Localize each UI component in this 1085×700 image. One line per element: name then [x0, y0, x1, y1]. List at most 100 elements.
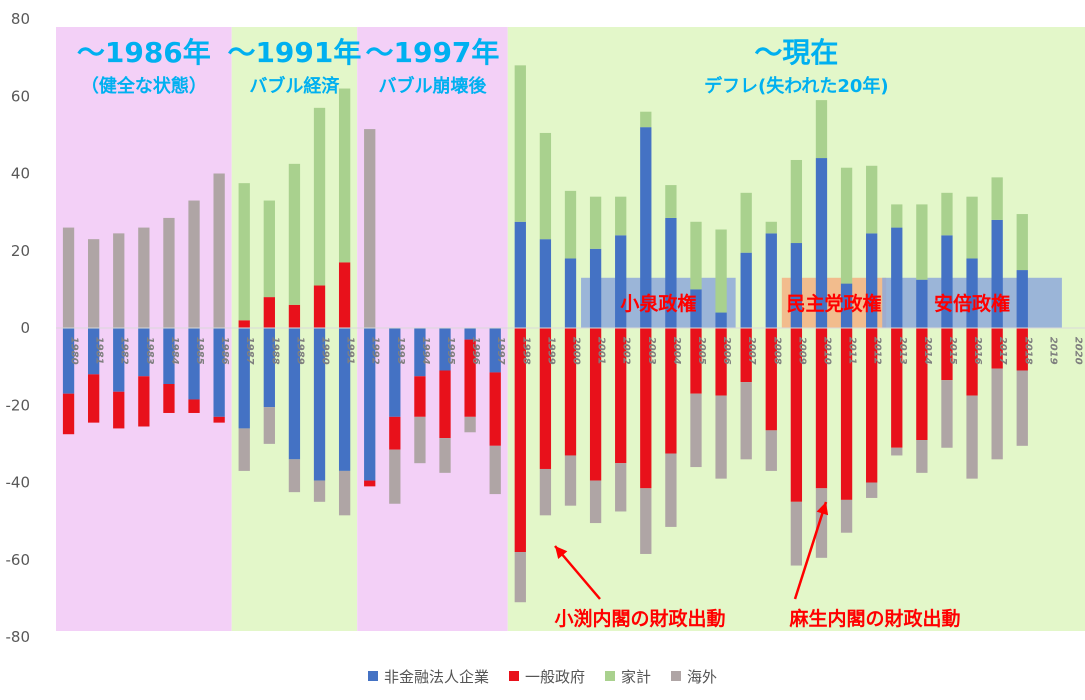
bar-2016-series-0 [966, 258, 978, 328]
bar-1996-series-1 [464, 339, 476, 417]
x-tick-label-2003: 2003 [646, 337, 657, 365]
bar-1998-series-3 [514, 552, 526, 603]
bar-2007-series-1 [740, 328, 752, 383]
bar-1984-series-1 [163, 384, 175, 413]
bar-1996-series-0 [464, 328, 476, 340]
bar-1982-series-1 [113, 391, 125, 429]
y-tick-label: 20 [11, 242, 30, 260]
bar-2002-series-1 [615, 328, 627, 464]
bar-2011-series-2 [840, 167, 853, 284]
bar-2010-series-1 [815, 328, 828, 489]
x-tick-label-1987: 1987 [244, 337, 255, 365]
bar-2001-series-3 [589, 480, 602, 524]
bar-2011-series-3 [840, 499, 853, 533]
bar-1995-series-1 [439, 370, 451, 439]
bar-2018-series-2 [1016, 214, 1028, 271]
x-tick-label-2006: 2006 [721, 337, 732, 365]
x-tick-label-2017: 2017 [997, 337, 1008, 365]
bar-2010-series-0 [815, 158, 828, 328]
bar-1995-series-0 [439, 328, 451, 371]
bar-2005-series-2 [690, 221, 702, 290]
bar-2005-series-0 [690, 289, 702, 328]
x-tick-label-1993: 1993 [395, 337, 406, 365]
stacked-bar-chart: 80 60 40 20 0 -20 -40 -60 -80 1980 1981 1982 1983 198… [6, 10, 1085, 646]
bar-1980-series-0 [62, 328, 75, 394]
x-tick-label-1986: 1986 [219, 337, 230, 365]
x-tick-label-2013: 2013 [897, 337, 908, 365]
bar-2001-series-0 [589, 248, 602, 328]
bar-2000-series-0 [564, 258, 577, 328]
bar-2014-series-1 [916, 328, 928, 441]
bar-1997-series-1 [489, 372, 501, 446]
legend-item-3: 海外 [671, 666, 717, 687]
legend-swatch [367, 671, 378, 681]
era-region-2 [357, 27, 508, 631]
bar-2000-series-1 [564, 328, 577, 456]
bar-2008-series-2 [765, 221, 777, 234]
bar-2006-series-2 [715, 229, 727, 313]
bar-1992-series-1 [364, 480, 376, 487]
bar-1999-series-3 [539, 468, 552, 516]
bar-2001-series-1 [589, 328, 602, 481]
x-tick-label-1985: 1985 [194, 337, 205, 365]
x-tick-label-2004: 2004 [671, 337, 682, 365]
bar-1999-series-1 [539, 328, 552, 469]
bar-2004-series-1 [665, 328, 677, 454]
legend-swatch [671, 671, 682, 681]
bar-1987-series-0 [238, 328, 250, 429]
bar-1990-series-2 [313, 107, 326, 286]
bar-2014-series-3 [916, 440, 928, 473]
x-tick-label-1998: 1998 [520, 337, 531, 365]
bar-1989-series-3 [288, 459, 301, 493]
bar-1994-series-0 [414, 328, 426, 377]
bar-2014-series-2 [916, 204, 928, 280]
bar-1990-series-0 [313, 328, 326, 481]
x-tick-label-2007: 2007 [746, 337, 757, 365]
bar-2003-series-0 [640, 127, 652, 329]
bar-1992-series-0 [364, 328, 376, 481]
x-tick-label-2010: 2010 [821, 337, 832, 365]
x-tick-label-1989: 1989 [294, 337, 305, 365]
bar-2004-series-3 [665, 453, 677, 527]
bar-2002-series-2 [615, 196, 627, 236]
legend-label: 家計 [621, 667, 652, 686]
x-tick-label-1994: 1994 [420, 337, 431, 365]
bar-1998-series-2 [514, 65, 526, 222]
bar-1990-series-3 [313, 480, 326, 502]
bar-1983-series-3 [138, 227, 150, 328]
government-label-2: 安倍政権 [934, 292, 1010, 315]
bar-2016-series-2 [966, 196, 978, 259]
x-tick-label-2015: 2015 [947, 337, 958, 365]
bar-2017-series-0 [991, 219, 1003, 328]
bar-2006-series-1 [715, 328, 727, 396]
bar-1999-series-2 [539, 132, 552, 240]
y-tick-label: 80 [11, 10, 30, 28]
bar-1998-series-0 [514, 221, 526, 328]
x-tick-label-1996: 1996 [470, 337, 481, 365]
bar-1984-series-3 [163, 217, 175, 328]
x-tick-label-1984: 1984 [169, 337, 180, 365]
bar-2011-series-1 [840, 328, 853, 500]
bar-2003-series-2 [640, 111, 652, 128]
bar-1985-series-3 [188, 200, 200, 328]
bar-1988-series-1 [263, 297, 275, 328]
bar-2006-series-3 [715, 395, 727, 479]
bar-2009-series-1 [790, 328, 803, 502]
bar-2004-series-2 [665, 185, 677, 218]
bar-1989-series-1 [288, 304, 301, 328]
bar-1987-series-3 [238, 428, 250, 471]
bar-2008-series-1 [765, 328, 777, 431]
bar-2000-series-3 [564, 455, 577, 506]
bar-1995-series-3 [439, 438, 451, 473]
bar-2013-series-3 [891, 447, 903, 456]
x-tick-label-1983: 1983 [144, 337, 155, 365]
era-subtitle-2: バブル崩壊後 [378, 75, 487, 97]
bar-2015-series-2 [941, 192, 953, 236]
bar-2004-series-0 [665, 217, 677, 328]
bar-1982-series-0 [113, 328, 125, 392]
bar-1980-series-1 [62, 393, 75, 435]
bar-1988-series-3 [263, 407, 275, 444]
bar-2009-series-2 [790, 159, 803, 244]
bar-2003-series-3 [640, 488, 652, 554]
bar-1988-series-0 [263, 328, 275, 408]
